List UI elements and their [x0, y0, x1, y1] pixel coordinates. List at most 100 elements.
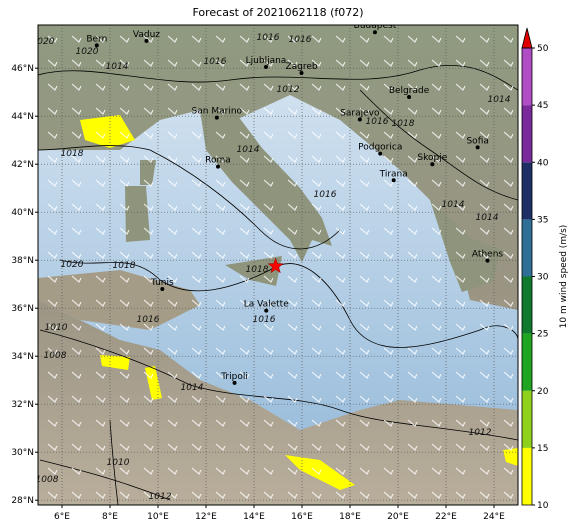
wind-barb [455, 443, 466, 451]
city-point [94, 43, 99, 48]
wind-barb [47, 395, 58, 403]
isobar-label: 1016 [289, 35, 312, 45]
wind-barb [383, 371, 394, 379]
wind-barb [431, 467, 442, 475]
wind-barb [95, 443, 106, 451]
wind-barb [215, 395, 226, 403]
wind-barb [287, 323, 298, 331]
wind-barb [311, 491, 322, 499]
wind-barb [335, 203, 346, 211]
wind-barb [167, 227, 178, 235]
isobar-label: 1014 [476, 213, 499, 223]
wind-barb [239, 251, 250, 259]
city-label: Skopje [417, 153, 447, 163]
wind-barb [311, 107, 322, 115]
wind-barb [263, 419, 274, 427]
colorbar: 10 15 20 25 30 35 40 45 50 10 m wind speed (m/s) [521, 27, 569, 511]
colorbar-label: 10 m wind speed (m/s) [559, 225, 569, 329]
wind-barb [503, 323, 514, 331]
wind-barb [71, 443, 82, 451]
wind-barb [119, 299, 130, 307]
wind-barb [215, 419, 226, 427]
wind-barb [455, 467, 466, 475]
isobar-label: 1010 [107, 458, 130, 468]
y-tick-label: 38°N [11, 256, 34, 266]
wind-barb [47, 347, 58, 355]
colorbar-tick-label: 20 [537, 387, 549, 397]
wind-barb [167, 83, 178, 91]
wind-barb [359, 275, 370, 283]
isobar-label: 1016 [253, 315, 276, 325]
city-label: Sarajevo [340, 109, 380, 119]
wind-barb [287, 83, 298, 91]
wind-barb [47, 227, 58, 235]
wind-barb [431, 443, 442, 451]
wind-barb [479, 131, 490, 139]
wind-barb [383, 467, 394, 475]
wind-barb [455, 347, 466, 355]
colorbar-segment [522, 105, 532, 163]
wind-barb [239, 323, 250, 331]
wind-barb [95, 155, 106, 163]
wind-barb [431, 227, 442, 235]
wind-barb [431, 395, 442, 403]
wind-barb [479, 203, 490, 211]
wind-barb [479, 59, 490, 67]
wind-barb [143, 203, 154, 211]
wind-barb [239, 227, 250, 235]
y-tick-label: 30°N [11, 448, 34, 458]
wind-barb [455, 323, 466, 331]
wind-barb [95, 299, 106, 307]
wind-barb [119, 371, 130, 379]
isobar-label: 1014 [181, 383, 204, 393]
wind-barb [359, 467, 370, 475]
isobar-label: 1018 [113, 261, 136, 271]
wind-barb [335, 419, 346, 427]
wind-barb [47, 371, 58, 379]
wind-barb [47, 59, 58, 67]
wind-barb [119, 419, 130, 427]
wind-barb [287, 275, 298, 283]
wind-barb [47, 107, 58, 115]
wind-barb [359, 227, 370, 235]
wind-barb [71, 83, 82, 91]
wind-barb [263, 251, 274, 259]
isobar-label: 1016 [366, 117, 389, 127]
isobar-label: 1008 [36, 475, 59, 485]
wind-barb [431, 323, 442, 331]
wind-barb [407, 203, 418, 211]
wind-barb [143, 323, 154, 331]
wind-barb [143, 491, 154, 499]
wind-barb [71, 371, 82, 379]
wind-barb [455, 299, 466, 307]
wind-barb [431, 203, 442, 211]
wind-barb [359, 59, 370, 67]
city-point [264, 308, 269, 313]
wind-barb [335, 107, 346, 115]
wind-barb [311, 467, 322, 475]
wind-barb [407, 131, 418, 139]
wind-barb [191, 179, 202, 187]
wind-barb [287, 59, 298, 67]
wind-barb [431, 179, 442, 187]
wind-barb [95, 35, 106, 43]
wind-barb [191, 35, 202, 43]
wind-barb [239, 203, 250, 211]
wind-barb [71, 35, 82, 43]
wind-barb [311, 323, 322, 331]
wind-barb [239, 491, 250, 499]
wind-barb [407, 443, 418, 451]
wind-barb [47, 131, 58, 139]
wind-barb [335, 491, 346, 499]
wind-barb [311, 35, 322, 43]
x-tick-label: 10°E [147, 512, 169, 522]
wind-barb [455, 419, 466, 427]
wind-barb [407, 35, 418, 43]
wind-barb [71, 251, 82, 259]
colorbar-tick-label: 10 [537, 501, 549, 511]
wind-barb [95, 491, 106, 499]
city-point [378, 151, 383, 156]
city-point [144, 38, 149, 43]
wind-barb [167, 419, 178, 427]
wind-barb [71, 203, 82, 211]
